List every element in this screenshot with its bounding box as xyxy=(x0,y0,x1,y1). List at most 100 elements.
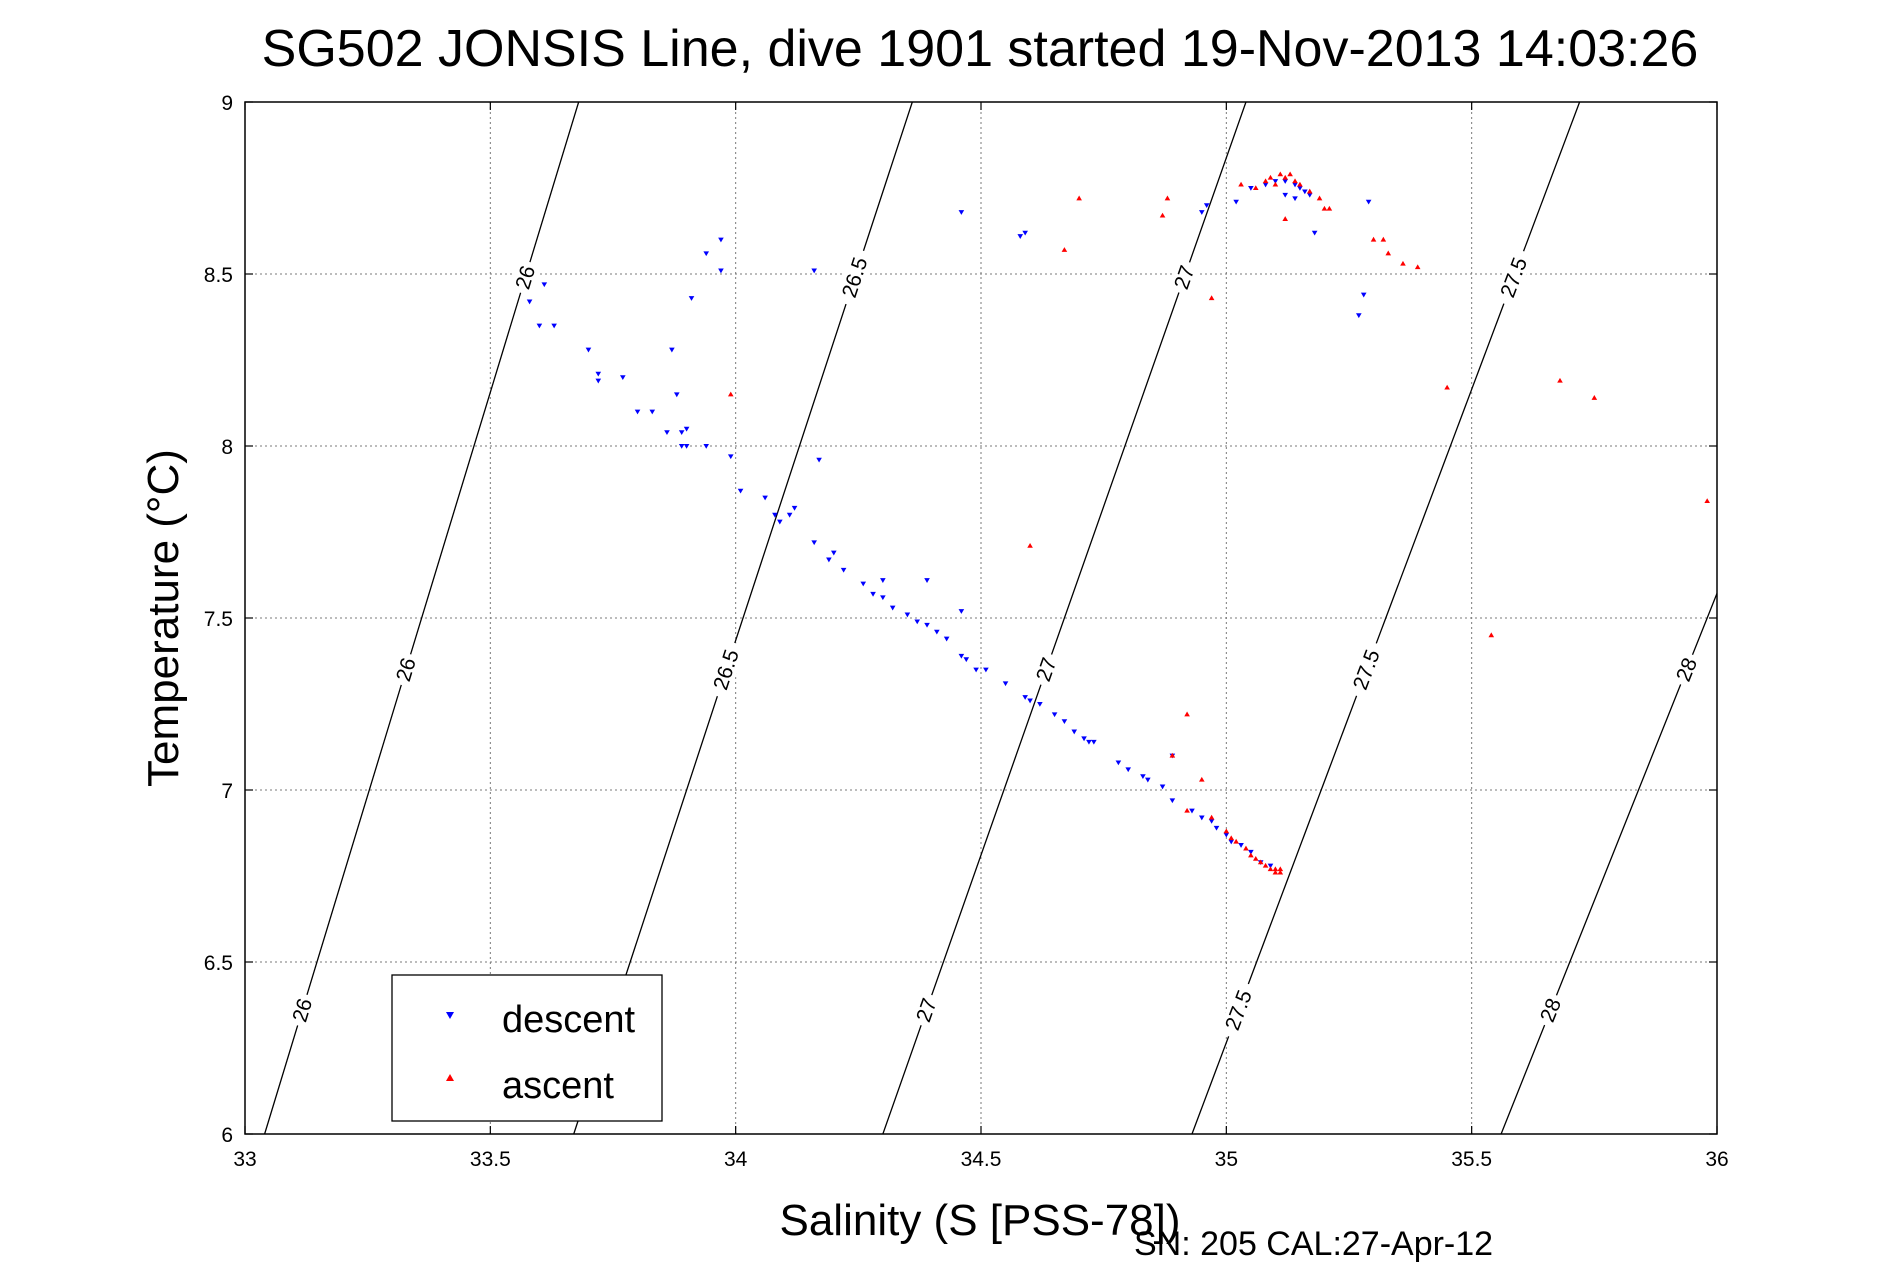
ascent-point xyxy=(1277,869,1284,875)
descent-point xyxy=(826,557,832,563)
ascent-point xyxy=(1321,205,1328,211)
y-tick-label: 7 xyxy=(221,780,233,803)
descent-point xyxy=(718,237,724,243)
instrument-footer: SN: 205 CAL:27-Apr-12 xyxy=(1134,1225,1493,1262)
descent-point xyxy=(772,512,778,518)
x-tick-label: 35.5 xyxy=(1451,1148,1492,1171)
descent-point xyxy=(551,323,557,329)
descent-point xyxy=(620,375,626,380)
descent-point xyxy=(1282,179,1289,184)
descent-point xyxy=(1081,736,1087,742)
descent-point xyxy=(536,323,543,329)
legend-ascent-marker xyxy=(446,1074,454,1081)
descent-point xyxy=(718,268,724,274)
x-tick-label: 36 xyxy=(1705,1148,1728,1171)
descent-point xyxy=(1115,760,1122,766)
descent-point xyxy=(791,505,798,511)
contour-label-bg xyxy=(835,247,874,308)
ascent-point xyxy=(1199,776,1205,782)
descent-point xyxy=(840,567,847,573)
contour-label-bg xyxy=(1346,639,1387,700)
ascent-point xyxy=(1061,247,1068,252)
ascent-point xyxy=(1252,185,1259,190)
descent-point xyxy=(811,540,817,546)
descent-point xyxy=(1267,863,1274,869)
contour-label-bg xyxy=(1493,247,1534,308)
descent-point xyxy=(889,605,896,611)
descent-point xyxy=(880,578,886,583)
contour-label: 27.5 xyxy=(1218,980,1259,1041)
contour-label-bg xyxy=(287,991,318,1029)
descent-point xyxy=(1086,739,1092,745)
descent-point xyxy=(1360,292,1367,298)
contour-label: 26 xyxy=(287,991,318,1029)
descent-point xyxy=(880,595,886,601)
y-axis-label: Temperature (°C) xyxy=(139,449,188,787)
contour-label-bg xyxy=(1030,650,1062,689)
series-ascent xyxy=(727,171,1710,875)
grid xyxy=(245,102,1717,1134)
y-tick-label: 9 xyxy=(221,92,233,115)
descent-point xyxy=(1233,199,1239,205)
y-tick-label: 8.5 xyxy=(204,264,233,287)
descent-point xyxy=(1208,818,1215,824)
descent-point xyxy=(1356,313,1362,319)
descent-point xyxy=(683,426,690,432)
descent-point xyxy=(943,636,950,642)
y-tick-label: 8 xyxy=(221,436,233,459)
descent-point xyxy=(703,251,710,257)
ascent-point xyxy=(1385,250,1392,256)
contour-label: 26 xyxy=(510,258,541,296)
contour-label: 27 xyxy=(1030,650,1062,689)
descent-point xyxy=(727,454,734,460)
ascent-point xyxy=(1027,542,1033,548)
contour-label-bg xyxy=(510,258,541,296)
x-tick-label: 33 xyxy=(233,1148,256,1171)
descent-point xyxy=(669,347,675,353)
contour-label-bg xyxy=(1218,980,1259,1041)
x-tick-label: 33.5 xyxy=(470,1148,511,1171)
descent-point xyxy=(1292,196,1298,202)
contour-label-bg xyxy=(1670,650,1703,689)
descent-point xyxy=(811,268,817,274)
descent-point xyxy=(1125,767,1131,773)
legend: descent ascent xyxy=(391,974,663,1122)
descent-point xyxy=(904,612,911,618)
descent-point xyxy=(786,512,793,518)
descent-point xyxy=(595,378,602,384)
contour-label-bg xyxy=(1534,991,1567,1030)
ascent-point xyxy=(1591,395,1598,400)
descent-point xyxy=(1365,199,1372,205)
descent-point xyxy=(649,409,656,415)
descent-point xyxy=(958,653,965,659)
ascent-point xyxy=(1282,216,1289,221)
contour-label-bg xyxy=(706,639,746,700)
descent-point xyxy=(585,347,592,353)
descent-point xyxy=(1017,234,1024,239)
contour-label-bg xyxy=(1168,258,1200,297)
descent-point xyxy=(762,495,768,501)
descent-point xyxy=(1238,843,1244,848)
ascent-point xyxy=(1370,236,1377,242)
descent-point xyxy=(831,550,837,556)
descent-point xyxy=(958,210,965,215)
descent-point xyxy=(678,444,685,449)
x-tick-label: 34.5 xyxy=(961,1148,1002,1171)
ascent-point xyxy=(1267,866,1274,872)
ascent-point xyxy=(1277,866,1284,872)
descent-point xyxy=(1199,815,1205,821)
descent-point xyxy=(1071,729,1078,735)
descent-point xyxy=(1145,777,1151,783)
descent-point xyxy=(983,667,989,673)
descent-point xyxy=(526,299,533,305)
ascent-point xyxy=(1272,869,1279,875)
legend-box xyxy=(391,974,663,1122)
ascent-point xyxy=(1272,866,1279,872)
legend-descent-marker xyxy=(446,1012,454,1019)
y-tick-label: 6.5 xyxy=(204,952,233,975)
descent-point xyxy=(1061,719,1068,724)
descent-point xyxy=(1140,774,1146,780)
descent-point xyxy=(973,667,979,673)
descent-point xyxy=(634,409,641,415)
ascent-point xyxy=(1164,195,1171,201)
